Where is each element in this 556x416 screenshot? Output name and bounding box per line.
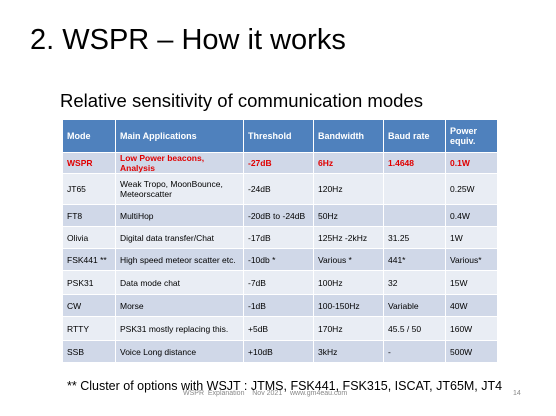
table-cell: 0.25W bbox=[445, 173, 498, 205]
table-row: PSK31 Data mode chat -7dB 100Hz 32 15W bbox=[62, 270, 498, 295]
header-cell: Power equiv. bbox=[445, 119, 498, 153]
table-row: CW Morse -1dB 100-150Hz Variable 40W bbox=[62, 294, 498, 317]
table-cell: 100Hz bbox=[313, 270, 384, 295]
table-cell: 170Hz bbox=[313, 316, 384, 341]
table-cell: Low Power beacons, Analysis bbox=[115, 152, 244, 174]
table-cell: 3kHz bbox=[313, 340, 384, 363]
page-number: 14 bbox=[513, 390, 521, 397]
table-cell: Voice Long distance bbox=[115, 340, 244, 363]
table-cell: Weak Tropo, MoonBounce, Meteorscatter bbox=[115, 173, 244, 205]
table-cell: 15W bbox=[445, 270, 498, 295]
table-cell: JT65 bbox=[62, 173, 116, 205]
table-cell: 0.1W bbox=[445, 152, 498, 174]
table-cell: -27dB bbox=[243, 152, 314, 174]
header-cell: Main Applications bbox=[115, 119, 244, 153]
table-cell: -7dB bbox=[243, 270, 314, 295]
header-cell: Baud rate bbox=[383, 119, 446, 153]
table-cell: -20dB to -24dB bbox=[243, 204, 314, 227]
header-cell: Mode bbox=[62, 119, 116, 153]
table-cell: 0.4W bbox=[445, 204, 498, 227]
table-cell: 125Hz -2kHz bbox=[313, 226, 384, 249]
table-cell: 50Hz bbox=[313, 204, 384, 227]
table-cell bbox=[383, 173, 446, 205]
table-cell bbox=[383, 204, 446, 227]
table-cell: 500W bbox=[445, 340, 498, 363]
table-cell: RTTY bbox=[62, 316, 116, 341]
table-cell: Digital data transfer/Chat bbox=[115, 226, 244, 249]
table-cell: 1.4648 bbox=[383, 152, 446, 174]
table-cell: +10dB bbox=[243, 340, 314, 363]
slide-title: 2. WSPR – How it works bbox=[30, 24, 346, 56]
table-cell: Various* bbox=[445, 248, 498, 271]
table-cell: WSPR bbox=[62, 152, 116, 174]
table-cell: High speed meteor scatter etc. bbox=[115, 248, 244, 271]
table-cell: 100-150Hz bbox=[313, 294, 384, 317]
table-row: FT8 MultiHop -20dB to -24dB 50Hz 0.4W bbox=[62, 204, 498, 227]
table-cell: 6Hz bbox=[313, 152, 384, 174]
header-row: Mode Main Applications Threshold Bandwidth B… bbox=[62, 119, 498, 153]
footer-text: WSPR Explanation Nov 2021 www.gm4eau.com bbox=[183, 390, 348, 397]
table-cell: PSK31 mostly replacing this. bbox=[115, 316, 244, 341]
table-row: FSK441 ** High speed meteor scatter etc. -… bbox=[62, 248, 498, 271]
table-cell: +5dB bbox=[243, 316, 314, 341]
table-cell: -24dB bbox=[243, 173, 314, 205]
table-cell: 40W bbox=[445, 294, 498, 317]
table-cell: -10db * bbox=[243, 248, 314, 271]
table-cell: 441* bbox=[383, 248, 446, 271]
table-cell: Variable bbox=[383, 294, 446, 317]
table-cell: -1dB bbox=[243, 294, 314, 317]
table-row: SSB Voice Long distance +10dB 3kHz -500W bbox=[62, 340, 498, 363]
table-cell: 32 bbox=[383, 270, 446, 295]
table-cell: CW bbox=[62, 294, 116, 317]
table-cell: FT8 bbox=[62, 204, 116, 227]
header-cell: Bandwidth bbox=[313, 119, 384, 153]
table-cell: 120Hz bbox=[313, 173, 384, 205]
table-row: RTTY PSK31 mostly replacing this. +5dB 170H… bbox=[62, 316, 498, 341]
table-row: JT65 Weak Tropo, MoonBounce, Meteorscatte… bbox=[62, 173, 498, 205]
modes-table: Mode Main Applications Threshold Bandwidth B… bbox=[62, 119, 498, 363]
table-row: WSPR Low Power beacons, Analysis -27dB 6Hz 1… bbox=[62, 152, 498, 174]
table-cell: - bbox=[383, 340, 446, 363]
table-cell: 31.25 bbox=[383, 226, 446, 249]
table-cell: Olivia bbox=[62, 226, 116, 249]
table-cell: 1W bbox=[445, 226, 498, 249]
table-cell: Morse bbox=[115, 294, 244, 317]
table-cell: 160W bbox=[445, 316, 498, 341]
table-cell: Data mode chat bbox=[115, 270, 244, 295]
table-cell: 45.5 / 50 bbox=[383, 316, 446, 341]
table-cell: Various * bbox=[313, 248, 384, 271]
table-cell: PSK31 bbox=[62, 270, 116, 295]
table-cell: SSB bbox=[62, 340, 116, 363]
footnote: ** Cluster of options with WSJT : JTMS, … bbox=[67, 379, 503, 393]
table-cell: FSK441 ** bbox=[62, 248, 116, 271]
table-cell: -17dB bbox=[243, 226, 314, 249]
subtitle: Relative sensitivity of communication mo… bbox=[60, 90, 423, 111]
header-cell: Threshold bbox=[243, 119, 314, 153]
table-row: Olivia Digital data transfer/Chat -17dB 125… bbox=[62, 226, 498, 249]
table-cell: MultiHop bbox=[115, 204, 244, 227]
